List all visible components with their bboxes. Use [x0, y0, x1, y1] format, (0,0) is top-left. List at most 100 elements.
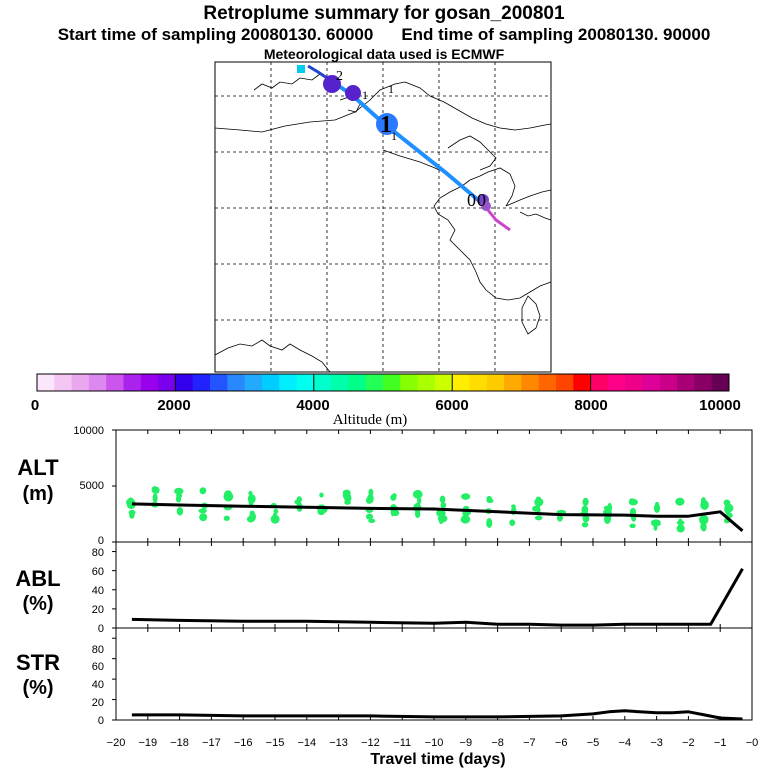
colorbar-cell — [556, 374, 574, 391]
colorbar-cell — [227, 374, 246, 391]
str-series-line — [131, 709, 743, 721]
colorbar-cell — [106, 374, 124, 391]
alt-particle — [460, 515, 471, 524]
colorbar-cell — [417, 374, 436, 391]
str-ytick: 40 — [92, 679, 104, 691]
abl-series-line — [131, 568, 744, 627]
alt-particle — [628, 498, 638, 506]
plume-cluster-1a — [345, 85, 361, 101]
alt-particle — [270, 514, 280, 524]
start-time-label: Start time of sampling 20080130. 60000 — [57, 25, 374, 44]
map-marker: 2 — [336, 69, 343, 84]
colorbar-cell — [694, 374, 713, 391]
str-unit: (%) — [22, 677, 53, 699]
colorbar-cell — [158, 374, 176, 391]
colorbar-cell — [331, 374, 349, 391]
map-marker: 1 — [362, 88, 368, 102]
alt-particle — [152, 493, 158, 503]
alt-particle — [509, 519, 516, 526]
map-frame — [214, 61, 552, 373]
alt-particle — [607, 502, 612, 513]
colorbar-cell — [88, 374, 107, 391]
x-tick-label: −17 — [202, 737, 221, 749]
alt-particle — [198, 508, 207, 514]
x-tick-label: −12 — [361, 737, 380, 749]
alt-particle — [655, 501, 660, 507]
axis-ticks — [112, 429, 753, 721]
colorbar-cell — [711, 374, 730, 391]
x-tick-label: −9 — [460, 737, 473, 749]
alt-particle — [439, 495, 446, 504]
alt-particle — [486, 518, 493, 528]
map-markers: 2 1 1 1 1 0 0 — [336, 69, 486, 210]
alt-particle — [486, 498, 494, 503]
x-tick-label: −0 — [746, 737, 759, 749]
alt-particle — [273, 508, 279, 514]
map-marker: 0 — [467, 190, 476, 210]
altitude-colorbar — [36, 373, 730, 392]
alt-particle — [534, 515, 543, 521]
str-label: STR — [16, 650, 60, 675]
abl-ytick: 40 — [92, 585, 104, 597]
alt-particle — [534, 497, 544, 507]
x-tick-label: −3 — [650, 737, 663, 749]
str-ytick: 80 — [92, 644, 104, 656]
alt-particle — [368, 488, 374, 497]
colorbar-cell — [71, 374, 90, 391]
alt-particle — [296, 496, 303, 503]
map-marker: 1 — [391, 129, 397, 143]
abl-ytick: 20 — [92, 604, 104, 616]
alt-particle — [365, 497, 373, 504]
plume-cluster-1b — [376, 113, 398, 135]
colorbar-cell — [261, 374, 280, 391]
colorbar-tick-label: 2000 — [157, 397, 190, 414]
alt-particle — [176, 506, 184, 516]
colorbar-cell — [538, 374, 557, 391]
colorbar-cell — [140, 374, 159, 391]
alt-particle — [437, 514, 448, 523]
x-tick-label: −11 — [393, 737, 411, 749]
alt-particle — [368, 518, 376, 523]
colorbar-tick-label: 8000 — [574, 397, 607, 414]
abl-panel-frame — [115, 541, 753, 629]
alt-particle — [344, 500, 351, 505]
alt-particle — [319, 492, 324, 498]
alt-particle — [174, 487, 184, 495]
alt-particle — [726, 507, 731, 517]
panel-labels: ALT (m) ABL (%) STR (%) — [15, 455, 60, 699]
plume-cluster-2 — [323, 75, 341, 93]
map-graticule — [215, 62, 551, 372]
x-tick-label: −8 — [491, 737, 504, 749]
colorbar-cell — [279, 374, 297, 391]
colorbar-cell — [244, 374, 263, 391]
x-tick-label: −4 — [619, 737, 632, 749]
panel-frames — [115, 429, 753, 721]
alt-particle — [365, 513, 374, 520]
colorbar-cell — [521, 374, 540, 391]
colorbar-cell — [452, 374, 470, 391]
colorbar-labels: 0 2000 4000 6000 8000 10000 Altitude (m) — [31, 397, 741, 428]
str-ytick: 0 — [98, 715, 104, 727]
alt-particle — [175, 495, 182, 503]
str-ytick: 60 — [92, 661, 104, 673]
alt-ytick: 0 — [98, 535, 104, 547]
alt-particle — [676, 524, 685, 533]
alt-particle — [678, 518, 683, 526]
colorbar-cell — [348, 374, 367, 391]
alt-particle — [412, 489, 423, 499]
abl-ytick: 80 — [92, 547, 104, 559]
colorbar-cell — [486, 374, 505, 391]
colorbar-cell — [296, 374, 315, 391]
alt-ytick: 10000 — [73, 425, 104, 437]
colorbar-tick-label: 10000 — [699, 397, 741, 414]
plume-cluster-cyan — [297, 65, 305, 73]
x-tick-label: −7 — [523, 737, 536, 749]
alt-particle — [417, 497, 422, 505]
colorbar-cell — [607, 374, 626, 391]
x-tick-label: −1 — [714, 737, 727, 749]
alt-particle — [272, 512, 278, 519]
x-tick-label: −10 — [425, 737, 444, 749]
colorbar-cell — [192, 374, 211, 391]
alt-particle — [675, 497, 685, 506]
colorbar-cell — [625, 374, 643, 391]
